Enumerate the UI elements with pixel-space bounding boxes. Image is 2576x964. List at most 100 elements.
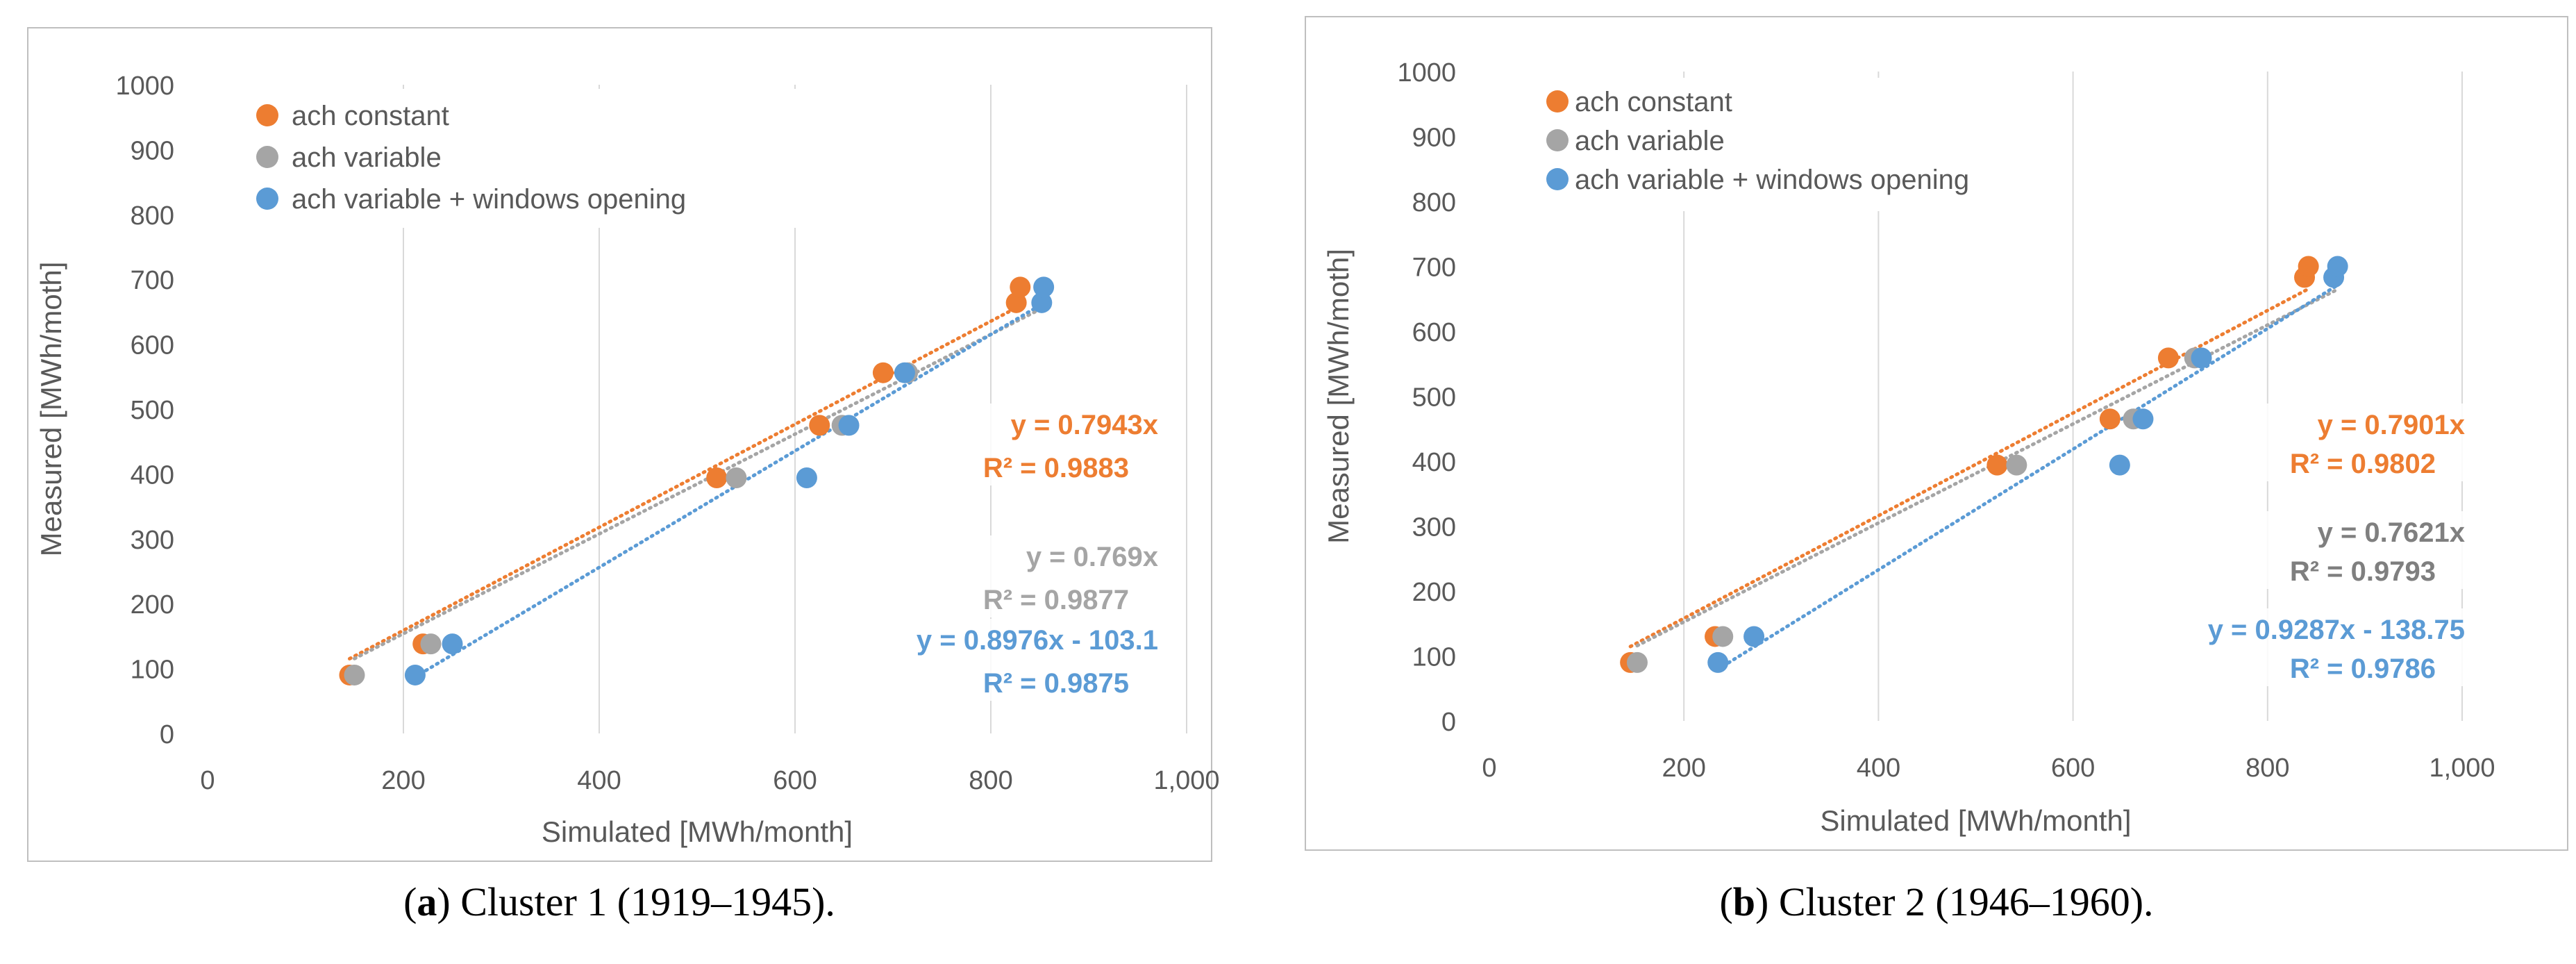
legend-label-ach-variable: ach variable [292, 142, 442, 173]
data-point-ach-constant [1010, 276, 1031, 298]
y-tick-label: 200 [1412, 578, 1456, 607]
legend-label-ach-variable-windows-opening: ach variable + windows opening [1575, 165, 1969, 195]
y-tick-label: 900 [131, 136, 174, 165]
y-tick-label: 800 [1412, 188, 1456, 217]
equation-background [2250, 404, 2470, 481]
y-tick-label: 1000 [115, 72, 174, 101]
y-tick-label: 300 [1412, 513, 1456, 542]
y-tick-label: 400 [1412, 448, 1456, 477]
equation-background [943, 404, 1164, 485]
data-point-ach-variable-windows-opening [1707, 651, 1729, 673]
legend-marker-ach-variable-windows-opening [1546, 168, 1569, 190]
data-point-ach-variable [1712, 626, 1734, 647]
y-tick-label: 200 [131, 590, 174, 620]
data-point-ach-constant [1987, 454, 2008, 476]
x-tick-label: 200 [1662, 754, 1705, 783]
x-tick-label: 800 [969, 766, 1012, 795]
y-tick-label: 600 [1412, 318, 1456, 347]
data-point-ach-variable [726, 467, 747, 489]
x-axis-title: Simulated [MWh/month] [1820, 804, 2131, 837]
captions: (a) Cluster 1 (1919–1945). (b) Cluster 2 … [403, 879, 2153, 924]
x-tick-label: 800 [2245, 754, 2289, 783]
data-point-ach-variable-windows-opening [1031, 292, 1053, 313]
data-point-ach-variable [344, 664, 365, 685]
x-axis-title: Simulated [MWh/month] [542, 815, 853, 848]
trendline-equation-ach-variable: y = 0.769x [1026, 542, 1158, 572]
data-point-ach-constant [809, 415, 830, 436]
caption-letter: b [1733, 879, 1755, 924]
legend-background [246, 89, 809, 228]
chart-panel-b: 0 200 400 600 800 1,000 0 100 200 300 400 500 600 700… [1305, 16, 2568, 851]
caption-letter: a [417, 879, 437, 924]
legend-marker-ach-constant [256, 104, 278, 126]
data-point-ach-constant [2099, 408, 2121, 430]
data-point-ach-variable-windows-opening [838, 415, 860, 436]
x-tick-label: 0 [1482, 754, 1496, 783]
data-point-ach-variable [1626, 651, 1648, 673]
panel-caption-a: (a) Cluster 1 (1919–1945). [403, 879, 835, 924]
trendline-ach-variable [353, 305, 1047, 660]
legend-marker-ach-variable [256, 146, 278, 168]
data-point-ach-variable-windows-opening [404, 664, 426, 685]
trendline-r2-ach-constant: R² = 0.9883 [983, 453, 1129, 483]
trendline-equation-ach-variable: y = 0.7621x [2318, 517, 2465, 548]
data-point-ach-constant [1005, 292, 1027, 313]
data-point-ach-variable-windows-opening [1033, 276, 1055, 298]
legend-marker-ach-variable-windows-opening [256, 188, 278, 210]
data-point-ach-constant [872, 362, 894, 383]
equation-background [943, 619, 1164, 701]
data-point-ach-variable-windows-opening [796, 467, 817, 489]
data-point-ach-constant [2298, 256, 2319, 277]
x-tick-label: 400 [1857, 754, 1900, 783]
y-tick-label: 0 [1441, 708, 1456, 737]
data-point-ach-variable-windows-opening [2327, 256, 2348, 277]
data-point-ach-constant [706, 467, 728, 489]
data-point-ach-variable-windows-opening [2109, 454, 2130, 476]
trendline-ach-variable-windows-opening [1716, 283, 2340, 672]
legend-label-ach-constant: ach constant [292, 101, 449, 131]
trendline-equation-ach-constant: y = 0.7901x [2318, 410, 2465, 440]
equation-background [2250, 608, 2470, 686]
trendline-equation-ach-constant: y = 0.7943x [1011, 410, 1158, 440]
legend-background [1533, 78, 2047, 211]
y-tick-label: 500 [131, 396, 174, 425]
y-tick-label: 100 [1412, 643, 1456, 672]
x-tick-label: 600 [773, 766, 817, 795]
trendline-equation-ach-variable-windows-opening: y = 0.9287x - 138.75 [2208, 615, 2465, 645]
y-tick-label: 0 [160, 720, 174, 749]
x-tick-label: 200 [381, 766, 425, 795]
x-tick-label: 600 [2051, 754, 2095, 783]
y-tick-label: 400 [131, 460, 174, 490]
chart-panel-a: 0 200 400 600 800 1,000 0 100 200 300 400 500 600 700… [27, 27, 1220, 862]
trendline-r2-ach-variable-windows-opening: R² = 0.9875 [983, 668, 1129, 699]
y-tick-label: 500 [1412, 383, 1456, 413]
y-tick-label: 700 [1412, 254, 1456, 283]
equation-background [943, 535, 1164, 617]
legend-marker-ach-constant [1546, 90, 1569, 113]
equation-background [2250, 511, 2470, 589]
y-tick-label: 700 [131, 266, 174, 295]
y-tick-label: 100 [131, 656, 174, 685]
x-tick-label: 1,000 [2429, 754, 2495, 783]
y-tick-label: 300 [131, 526, 174, 555]
data-point-ach-variable-windows-opening [2132, 408, 2154, 430]
data-point-ach-variable [420, 633, 442, 655]
trendline-r2-ach-constant: R² = 0.9802 [2290, 449, 2436, 479]
data-point-ach-variable-windows-opening [2191, 347, 2212, 369]
legend-label-ach-variable: ach variable [1575, 126, 1725, 156]
caption-paren: ( [1719, 879, 1732, 924]
trendline-r2-ach-variable: R² = 0.9793 [2290, 556, 2436, 587]
y-tick-label: 1000 [1397, 58, 1456, 88]
panel-caption-b: (b) Cluster 2 (1946–1960). [1719, 879, 2153, 924]
data-point-ach-variable-windows-opening [1743, 626, 1765, 647]
trendline-r2-ach-variable-windows-opening: R² = 0.9786 [2290, 654, 2436, 684]
caption-text: ) Cluster 2 (1946–1960). [1755, 879, 2154, 924]
x-tick-label: 0 [200, 766, 215, 795]
trendline-equation-ach-variable-windows-opening: y = 0.8976x - 103.1 [917, 625, 1158, 656]
caption-paren: ( [403, 879, 417, 924]
y-tick-label: 600 [131, 331, 174, 360]
legend-label-ach-constant: ach constant [1575, 87, 1732, 117]
x-tick-label: 1,000 [1153, 766, 1219, 795]
legend-label-ach-variable-windows-opening: ach variable + windows opening [292, 184, 686, 215]
